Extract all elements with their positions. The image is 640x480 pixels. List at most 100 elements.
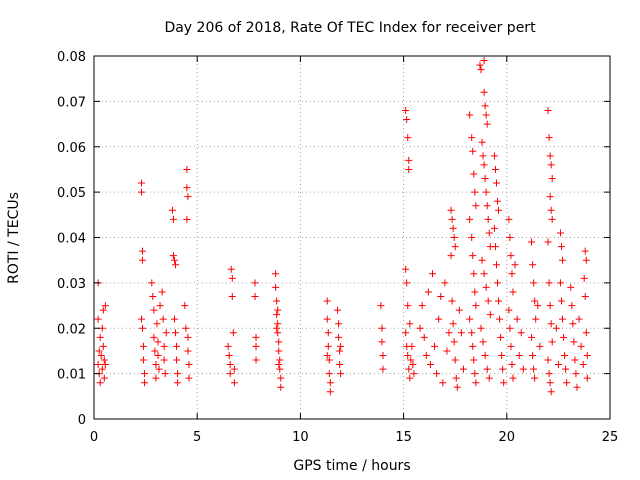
data-point [404, 351, 412, 359]
data-point [529, 351, 537, 359]
data-point [498, 351, 506, 359]
data-point [184, 193, 192, 201]
data-point [513, 315, 521, 323]
y-tick-label: 0.04 [57, 232, 86, 247]
data-point [556, 229, 564, 237]
data-point [448, 297, 456, 305]
data-point [148, 279, 156, 287]
data-point [407, 356, 415, 364]
data-point [173, 342, 181, 350]
data-point [183, 184, 191, 192]
data-point [168, 206, 176, 214]
data-point [276, 365, 284, 373]
data-point [548, 215, 556, 223]
data-point [547, 206, 555, 214]
data-point [529, 261, 537, 269]
y-tick-label: 0.01 [57, 368, 86, 383]
data-point [162, 329, 170, 337]
data-point [545, 279, 553, 287]
data-point [277, 383, 285, 391]
data-point [96, 379, 104, 387]
data-point [548, 338, 556, 346]
data-point [570, 338, 578, 346]
data-point [418, 302, 426, 310]
data-point [569, 320, 577, 328]
data-point [479, 338, 487, 346]
data-point [140, 342, 148, 350]
data-point [568, 302, 576, 310]
data-point [582, 256, 590, 264]
grid [94, 56, 610, 419]
data-point [485, 229, 493, 237]
data-point [170, 315, 178, 323]
data-point [507, 342, 515, 350]
data-point [224, 342, 232, 350]
data-point [226, 370, 234, 378]
data-point [480, 57, 488, 65]
data-point [471, 370, 479, 378]
data-point [547, 320, 555, 328]
data-point [563, 379, 571, 387]
data-point [515, 351, 523, 359]
data-point [275, 347, 283, 355]
data-point [571, 356, 579, 364]
data-point [251, 292, 259, 300]
data-point [228, 292, 236, 300]
data-point [495, 206, 503, 214]
data-point [530, 365, 538, 373]
data-point [445, 329, 453, 337]
data-point [494, 197, 502, 205]
data-point [477, 324, 485, 332]
data-point [477, 66, 485, 74]
data-point [546, 152, 554, 160]
data-point [101, 302, 109, 310]
data-point [505, 306, 513, 314]
data-point [226, 361, 234, 369]
data-point [379, 365, 387, 373]
data-point [536, 342, 544, 350]
data-point [506, 324, 514, 332]
data-point [490, 152, 498, 160]
chart-title: Day 206 of 2018, Rate Of TEC Index for r… [164, 20, 536, 36]
data-point [150, 306, 158, 314]
data-point [408, 342, 416, 350]
data-point [149, 292, 157, 300]
data-point [470, 356, 478, 364]
data-point [155, 365, 163, 373]
data-point [491, 165, 499, 173]
x-tick-label: 20 [499, 430, 516, 445]
data-point [469, 342, 477, 350]
data-point [581, 292, 589, 300]
data-point [378, 324, 386, 332]
data-point [181, 302, 189, 310]
data-point [480, 88, 488, 96]
data-point [325, 370, 333, 378]
y-tick-label: 0.06 [57, 141, 86, 156]
data-point [519, 365, 527, 373]
y-tick-label: 0.02 [57, 322, 86, 337]
data-point [528, 238, 536, 246]
data-point [169, 215, 177, 223]
x-tick-label: 0 [90, 430, 98, 445]
data-point [450, 338, 458, 346]
x-axis-label: GPS time / hours [293, 458, 410, 474]
data-point [508, 270, 516, 278]
data-point [468, 329, 476, 337]
data-point [508, 361, 516, 369]
data-point [546, 379, 554, 387]
data-point [406, 320, 414, 328]
data-point [141, 370, 149, 378]
y-tick-label: 0.03 [57, 277, 86, 292]
data-point [511, 261, 519, 269]
plot-frame [93, 55, 611, 420]
data-point [497, 333, 505, 341]
data-point [323, 297, 331, 305]
data-point [182, 324, 190, 332]
data-point [466, 111, 474, 119]
data-point [509, 288, 517, 296]
data-point [272, 270, 280, 278]
data-point [577, 342, 585, 350]
data-point [402, 329, 410, 337]
data-point [185, 361, 193, 369]
data-point [469, 147, 477, 155]
